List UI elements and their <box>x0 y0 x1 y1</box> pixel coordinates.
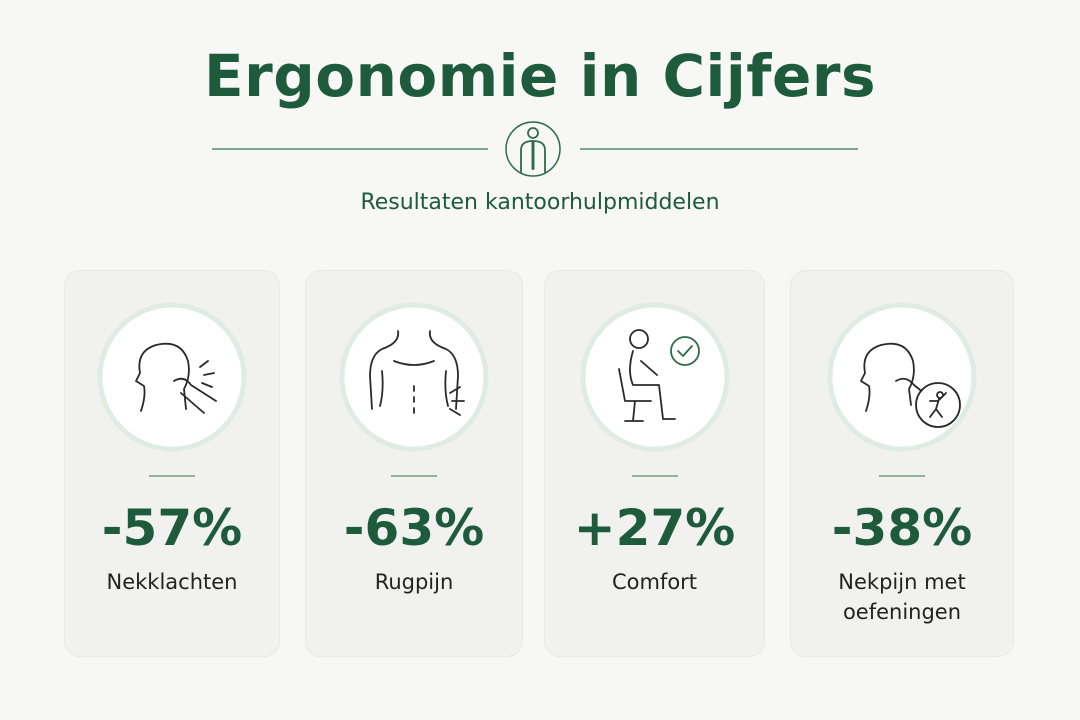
subtitle: Resultaten kantoorhulpmiddelen <box>360 190 720 215</box>
stat-card: +27% Comfort <box>544 270 765 657</box>
stat-value: +27% <box>573 499 736 557</box>
divider <box>580 148 858 150</box>
stat-label: Nekklachten <box>106 570 238 594</box>
stat-label: Nekpijn met oefeningen <box>838 570 966 624</box>
back-icon <box>339 302 489 452</box>
stat-value: -63% <box>343 499 485 557</box>
exercise-icon <box>827 302 977 452</box>
separator <box>391 475 437 477</box>
neck-icon <box>97 302 247 452</box>
stat-label: Rugpijn <box>374 570 454 594</box>
divider <box>212 148 488 150</box>
separator <box>879 475 925 477</box>
stat-card: -38% Nekpijn met oefeningen <box>790 270 1014 657</box>
separator <box>149 475 195 477</box>
comfort-icon <box>580 302 729 452</box>
title: Ergonomie in Cijfers <box>204 42 876 110</box>
stat-value: -57% <box>101 499 243 557</box>
stat-value: -38% <box>831 499 973 557</box>
spine-icon <box>505 121 561 177</box>
stat-card: -63% Rugpijn <box>305 270 523 657</box>
stat-label: Comfort <box>611 570 698 594</box>
stat-card: -57% Nekklachten <box>64 270 280 657</box>
separator <box>631 475 678 477</box>
